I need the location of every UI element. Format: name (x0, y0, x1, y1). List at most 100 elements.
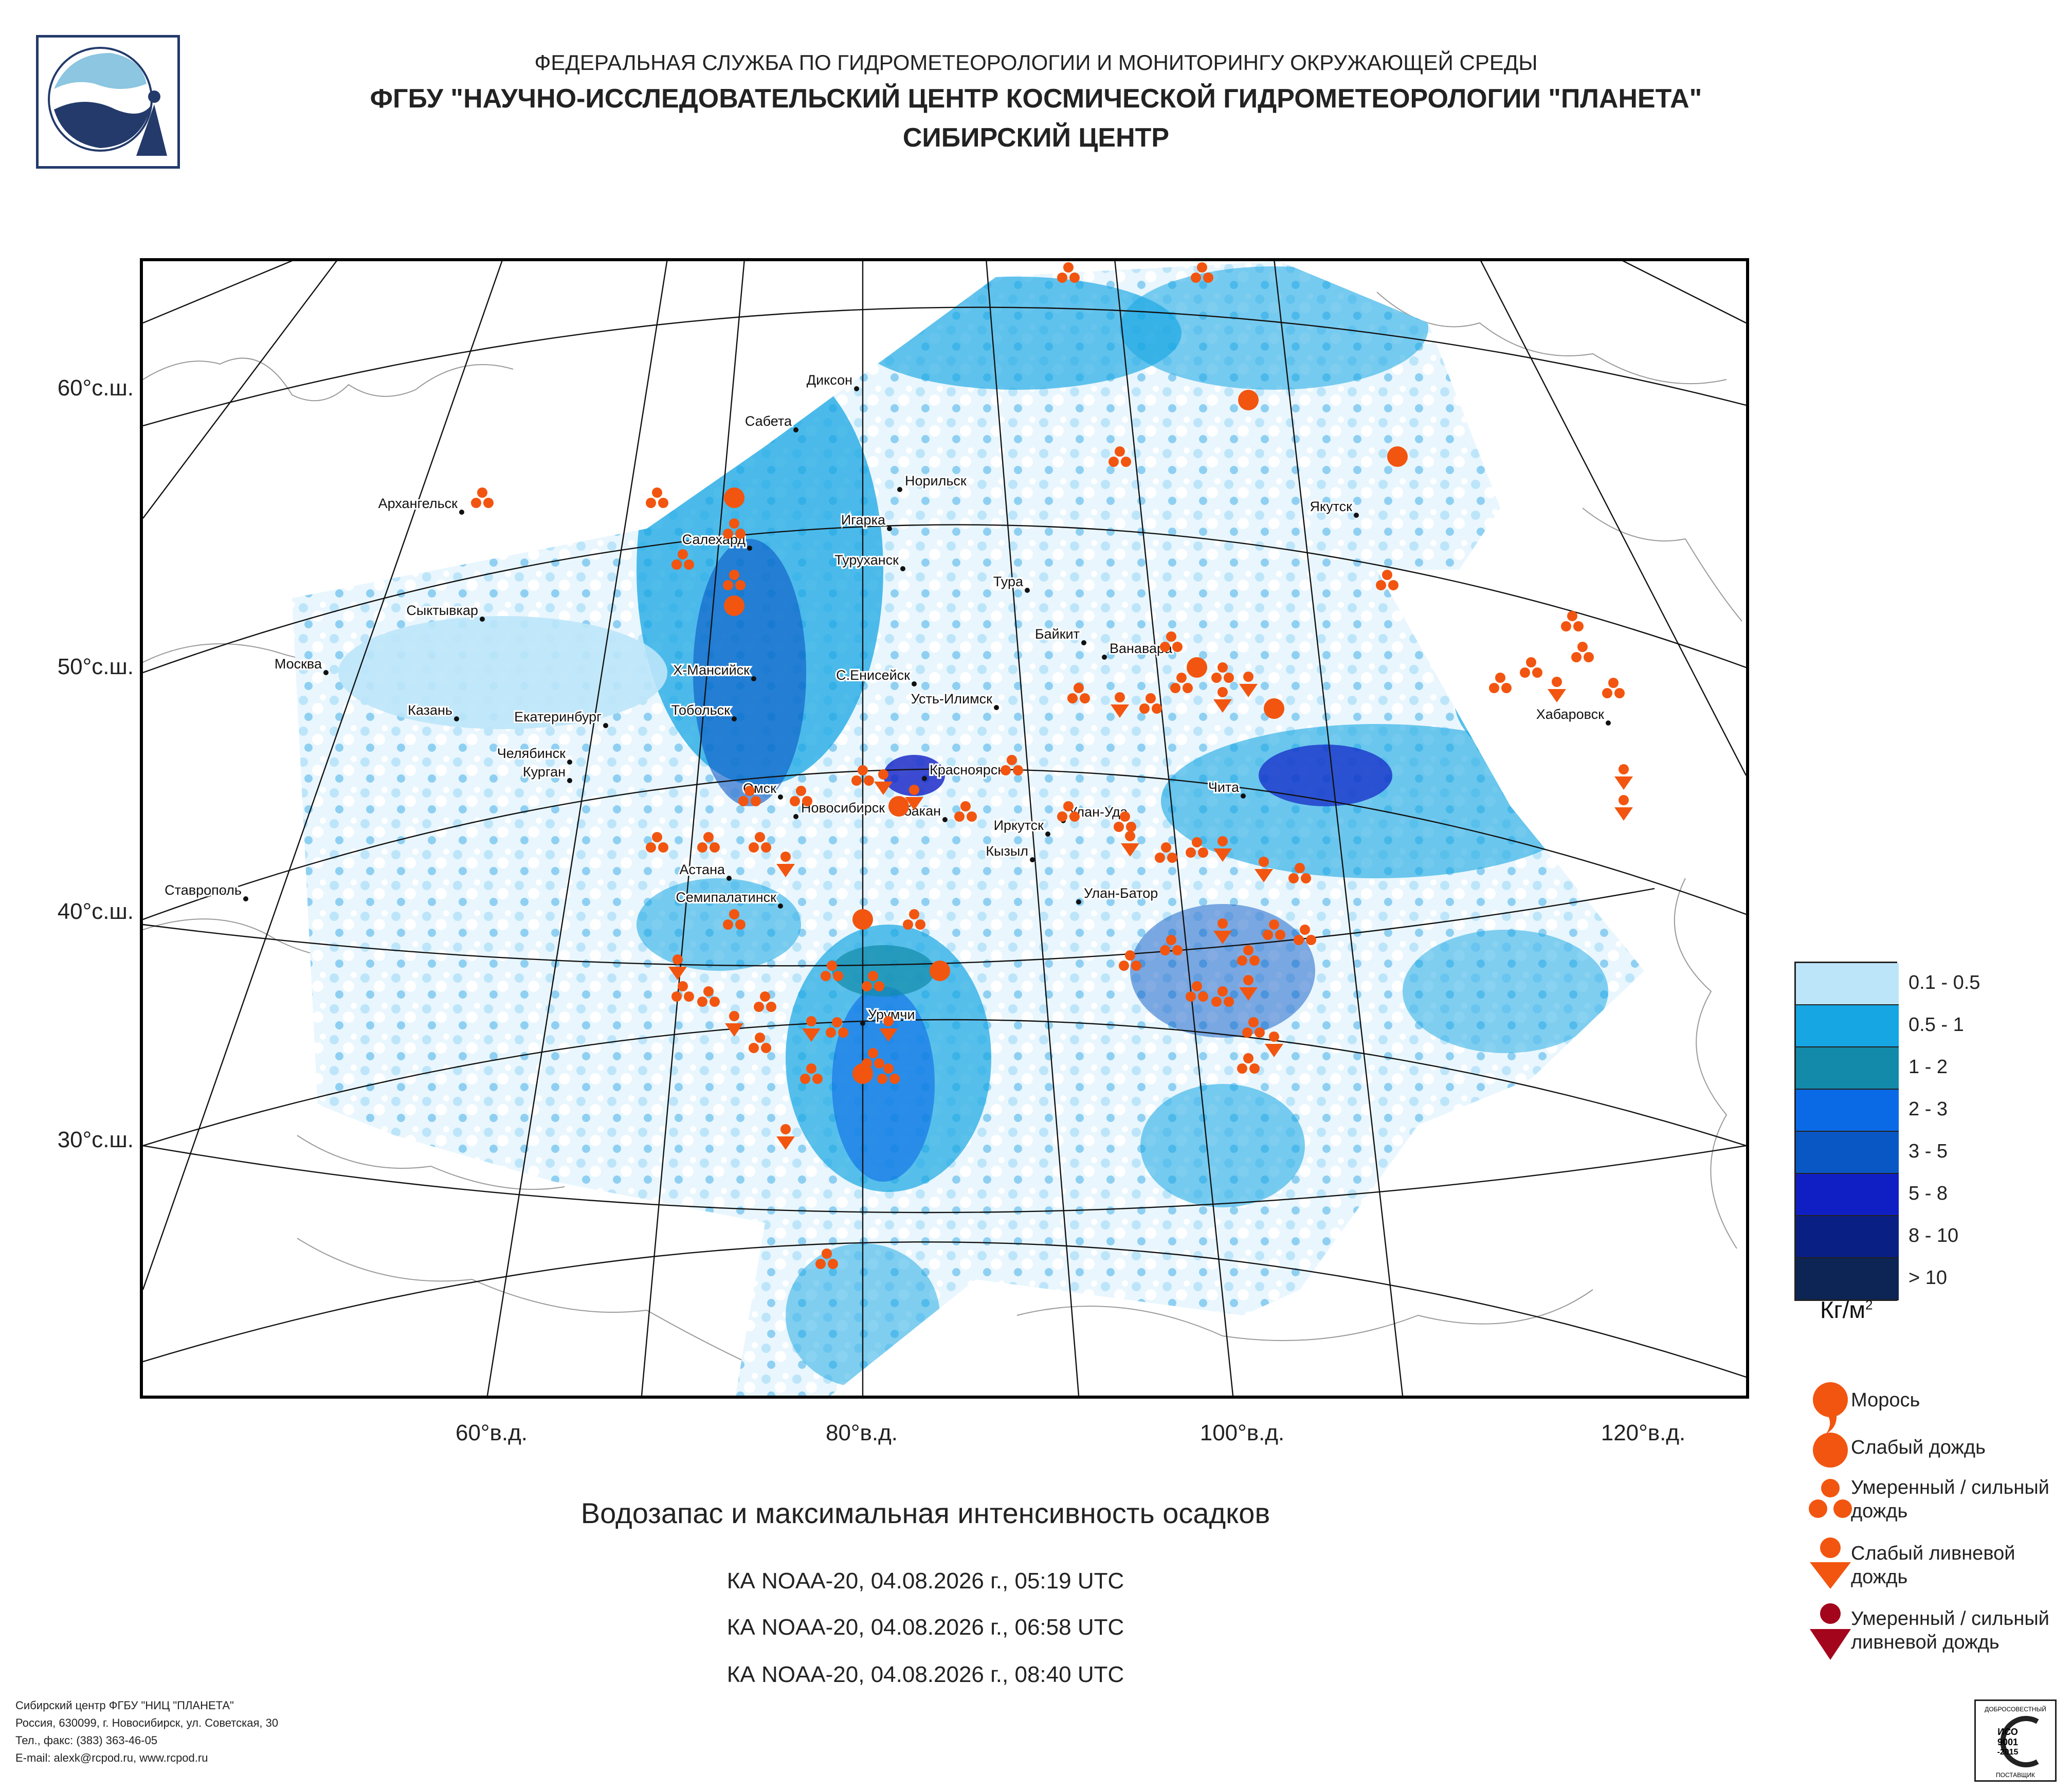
moderate-rain-symbol (1001, 755, 1023, 775)
heavy-shower-icon (1810, 1603, 1851, 1660)
moderate-rain-symbol (723, 570, 746, 590)
footer-email: E-mail: alexk@rcpod.ru, www.rcpod.ru (15, 1751, 208, 1764)
legend-class-label: 2 - 3 (1909, 1098, 1948, 1120)
city-label: Х-Мансийск (673, 662, 750, 678)
moderate-rain-symbol (471, 487, 494, 508)
city-dot (922, 776, 927, 781)
city-dot (480, 617, 485, 622)
city-label: Диксон (807, 372, 852, 388)
light-shower-symbol (668, 954, 687, 980)
moderate-rain-symbol (821, 961, 843, 981)
legend-unit-sup: 2 (1865, 1297, 1873, 1313)
header-agency: ФЕДЕРАЛЬНАЯ СЛУЖБА ПО ГИДРОМЕТЕОРОЛОГИИ … (534, 50, 1538, 75)
precipitation-symbols (471, 262, 1633, 1269)
light-shower-symbol (874, 769, 893, 795)
city-label: Ставрополь (165, 882, 242, 898)
city-dot (567, 778, 572, 783)
light-rain-symbol (724, 487, 744, 508)
city-label: Казань (408, 702, 452, 718)
moderate-rain-symbol (754, 991, 776, 1012)
city-label: Туруханск (834, 552, 899, 568)
city-label: Якутск (1310, 499, 1353, 514)
light-shower-symbol (1213, 918, 1232, 944)
light-shower-symbol (776, 1124, 795, 1150)
light-shower-symbol (725, 1011, 743, 1037)
legend-unit-text: Кг/м (1820, 1296, 1865, 1323)
city-dot (887, 526, 892, 531)
light-shower-symbol (776, 852, 795, 877)
legend-symbol-icons (1809, 1382, 1852, 1660)
moderate-rain-symbol (1242, 1017, 1265, 1038)
city-dot (1102, 655, 1107, 660)
city-layer: ДиксонСабетаНорильскАрхангельскИгаркаСал… (163, 371, 1611, 1026)
city-label: Сабета (745, 413, 792, 429)
light-rain-symbol (852, 909, 873, 930)
moderate-rain-symbol (1067, 683, 1090, 703)
light-rain-symbol (1187, 657, 1207, 678)
light-shower-symbol (1255, 857, 1273, 882)
lon-label-60: 60°в.д. (455, 1420, 528, 1445)
city-dot (900, 566, 905, 571)
moderate-rain-symbol (800, 1063, 823, 1084)
moderate-rain-symbol (1520, 657, 1542, 678)
moderate-rain-symbol (723, 518, 746, 539)
city-dot (726, 876, 732, 881)
iso-mid3-text: -2015 (1997, 1748, 2019, 1757)
iso-bottom-text: ПОСТАВЩИК (1996, 1771, 2035, 1779)
light-rain-symbol (930, 961, 950, 981)
planeta-logo (36, 35, 180, 169)
pass-3: КА NOAA-20, 04.08.2026 г., 08:40 UTC (726, 1662, 1124, 1687)
light-shower-symbol (1239, 672, 1258, 697)
light-rain-symbol (852, 1063, 873, 1084)
city-label: Тобольск (671, 702, 731, 718)
city-dot (793, 427, 798, 432)
city-dot (323, 670, 329, 675)
legend-swatch (1796, 1174, 1899, 1216)
city-dot (1081, 640, 1086, 645)
moderate-rain-symbol (646, 832, 668, 853)
light-shower-symbol (1239, 975, 1258, 1001)
city-dot (1241, 793, 1246, 799)
moderate-rain-symbol (1561, 611, 1584, 631)
light-shower-symbol (1213, 836, 1232, 862)
moderate-rain-symbol (671, 549, 694, 570)
moderate-rain-symbol (1191, 262, 1213, 283)
moderate-rain-symbol (1263, 919, 1285, 940)
city-dot (897, 487, 902, 492)
light-shower-symbol (1121, 831, 1139, 857)
moderate-rain-symbol (671, 981, 694, 1002)
legend-class-label: 5 - 8 (1909, 1183, 1948, 1204)
city-label: Кызыл (986, 843, 1028, 859)
legend-heavy-shower-label: Умеренный / сильный ливневой дождь (1851, 1608, 2049, 1653)
legend-class-label: 0.1 - 0.5 (1909, 972, 1980, 993)
precipitation-map: Диксон Сабета Норильск Архангельск Игарка Сал… (140, 258, 1749, 1399)
city-dot (994, 705, 999, 710)
moderate-rain-symbol (1211, 986, 1234, 1007)
city-dot (459, 510, 464, 515)
footer-phone: Тел., факс: (383) 363-46-05 (15, 1734, 158, 1747)
moderate-rain-symbol (646, 487, 668, 508)
moderate-rain-symbol (790, 786, 812, 806)
city-label: С.Енисейск (836, 667, 910, 683)
lon-label-120: 120°в.д. (1601, 1420, 1686, 1445)
legend-light-shower-label: Слабый ливневой дождь (1851, 1543, 2015, 1588)
header-center: СИБИРСКИЙ ЦЕНТР (902, 123, 1170, 153)
legend-swatch (1796, 1216, 1899, 1258)
city-dot (1354, 513, 1359, 518)
legend-drizzle-label: Морось (1851, 1389, 1920, 1411)
water-content-swath (292, 261, 1644, 1396)
moderate-rain-symbol (1160, 631, 1183, 652)
graticule (143, 261, 1746, 1396)
iso-mid1-text: ИСО (1997, 1727, 2018, 1737)
moderate-rain-symbol (1170, 673, 1193, 693)
city-dot (751, 676, 756, 681)
city-label: Красноярск (930, 762, 1004, 777)
footer-address: Россия, 630099, г. Новосибирск, ул. Сове… (15, 1716, 279, 1729)
drizzle-icon (1813, 1382, 1848, 1434)
legend-class-label: 0.5 - 1 (1909, 1014, 1964, 1036)
city-label: Сыктывкар (406, 603, 478, 618)
moderate-rain-symbol (1602, 678, 1625, 698)
moderate-rain-symbol (749, 832, 771, 853)
city-dot (854, 386, 859, 391)
legend-swatch (1796, 1132, 1899, 1174)
